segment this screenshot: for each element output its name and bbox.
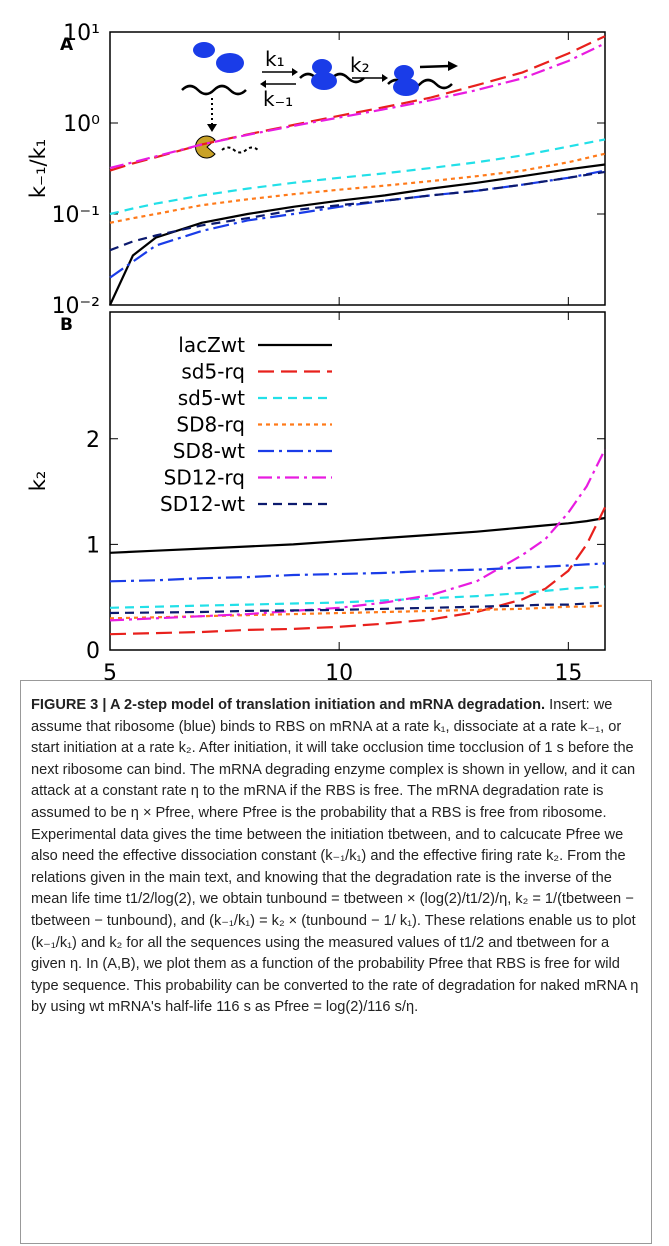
caption-title: FIGURE 3 | A 2-step model of translation…: [31, 697, 546, 713]
annotation: k₂: [350, 53, 370, 77]
series-line: [109, 152, 606, 224]
series-line: [109, 138, 606, 216]
legend-label: SD8-rq: [176, 413, 245, 437]
annotation: k₁: [265, 47, 285, 71]
series-line: [109, 601, 606, 615]
y-axis-label: k₋₁/k₁: [26, 139, 50, 198]
y-axis-label: k₂: [26, 471, 50, 492]
x-tick-label: 5: [103, 661, 117, 680]
x-tick-label: 15: [554, 661, 582, 680]
x-tick-label: 10: [325, 661, 353, 680]
annotation: k₋₁: [263, 87, 293, 111]
series-line: [109, 585, 606, 609]
y-tick-label: 10¹: [63, 21, 100, 46]
series-line: [109, 170, 606, 252]
caption-body: Insert: we assume that ribosome (blue) b…: [31, 697, 639, 1016]
caption: FIGURE 3 | A 2-step model of translation…: [20, 680, 652, 1244]
legend-label: SD12-wt: [160, 492, 245, 516]
series-line: [109, 169, 606, 279]
figure: Ak₋₁/k₁10⁻²10⁻¹10⁰10¹k₁k₋₁k₂Bk₂01251015P…: [26, 21, 606, 680]
y-tick-label: 1: [86, 533, 100, 558]
insert-diagram: [181, 42, 458, 159]
series-line: [109, 604, 606, 620]
legend-label: SD12-rq: [164, 466, 245, 490]
y-tick-label: 10⁻¹: [52, 203, 100, 228]
series-line: [109, 163, 606, 306]
series-line: [109, 448, 606, 622]
series-line: [109, 506, 606, 636]
y-tick-label: 10⁻²: [52, 294, 100, 319]
y-tick-label: 0: [86, 639, 100, 664]
y-tick-label: 10⁰: [63, 112, 100, 137]
legend-label: sd5-rq: [181, 360, 245, 384]
y-tick-label: 2: [86, 428, 100, 453]
plot-frame: [109, 31, 606, 306]
panel-label: B: [60, 315, 73, 335]
legend-label: SD8-wt: [173, 439, 245, 463]
series-line: [109, 516, 606, 554]
legend-label: sd5-wt: [178, 386, 245, 410]
panel-label: A: [60, 35, 74, 55]
legend-label: lacZwt: [178, 333, 245, 357]
plot-frame: [109, 311, 606, 651]
series-line: [109, 562, 606, 583]
series-line: [109, 42, 606, 170]
